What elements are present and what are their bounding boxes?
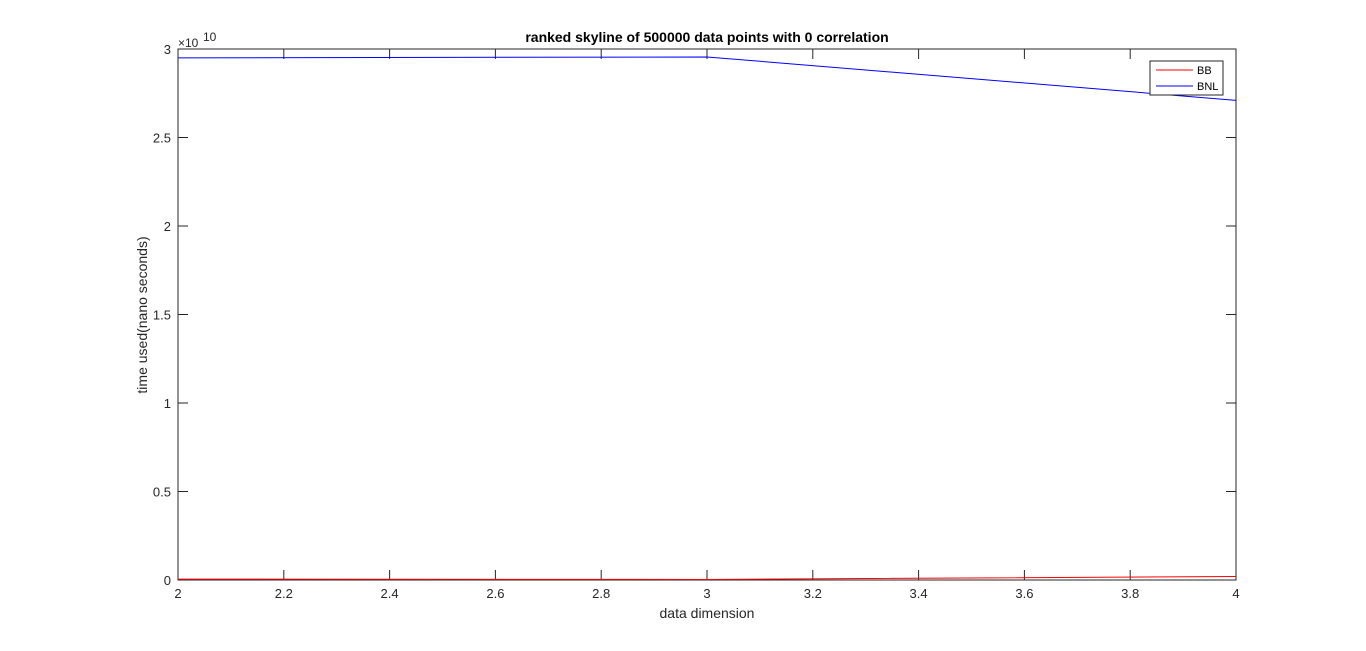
plot-area: [177, 48, 1237, 581]
x-tick-label: 3.4: [910, 586, 928, 601]
x-tick-label: 4: [1232, 586, 1239, 601]
x-tick-label: 2.8: [592, 586, 610, 601]
y-tick-label: 1.5: [153, 308, 171, 323]
x-tick-label: 3: [703, 586, 710, 601]
x-tick-label: 2: [174, 586, 181, 601]
x-tick-label: 2.6: [486, 586, 504, 601]
legend-box: [1149, 60, 1224, 96]
y-tick-label: 3: [164, 42, 171, 57]
legend-label-bb: BB: [1197, 65, 1212, 77]
y-tick-label: 2.5: [153, 131, 171, 146]
y-exponent: ×10 10: [178, 30, 217, 50]
chart-title: ranked skyline of 500000 data points wit…: [525, 29, 888, 45]
legend: BB BNL: [1149, 60, 1224, 96]
series-line-bb: [177, 575, 1237, 580]
series-line-bnl: [177, 56, 1237, 101]
axes-box: [177, 48, 1237, 581]
y-tick-label: 0: [164, 573, 171, 588]
y-tick-label: 0.5: [153, 485, 171, 500]
x-axis-label: data dimension: [660, 605, 755, 621]
legend-label-bnl: BNL: [1197, 81, 1218, 93]
x-tick-label: 2.4: [381, 586, 399, 601]
y-tick-label: 2: [164, 219, 171, 234]
x-axis: 2 2.2 2.4 2.6 2.8 3 3.2 3.4 3.6 3.8 4: [174, 49, 1240, 601]
x-tick-label: 2.2: [275, 586, 293, 601]
y-axis: 0 0.5 1 1.5 2 2.5 3: [153, 42, 1236, 588]
series-group: [177, 56, 1237, 580]
y-exponent-power: 10: [203, 30, 217, 44]
y-tick-label: 1: [164, 396, 171, 411]
x-tick-label: 3.2: [804, 586, 822, 601]
x-tick-label: 3.6: [1015, 586, 1033, 601]
y-exponent-base: ×10: [178, 36, 199, 50]
x-tick-label: 3.8: [1121, 586, 1139, 601]
y-axis-label: time used(nano seconds): [134, 236, 150, 393]
